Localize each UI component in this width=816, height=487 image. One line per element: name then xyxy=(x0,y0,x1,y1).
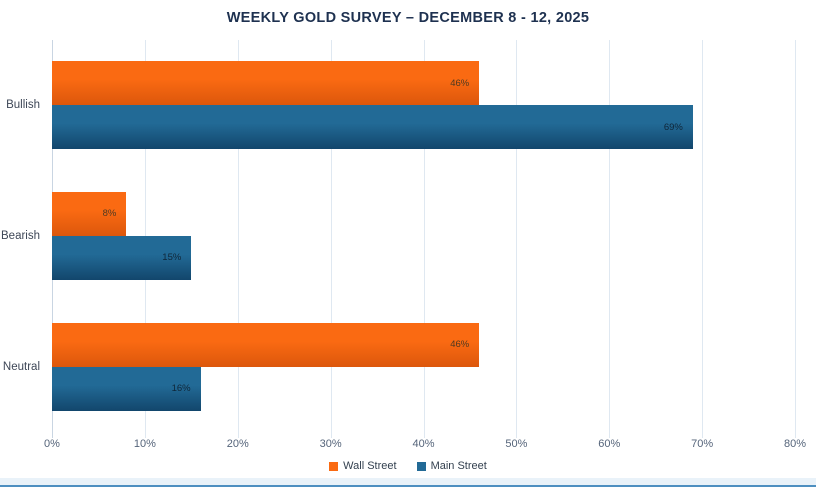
category-row-neutral: 46% 16% xyxy=(52,301,795,432)
category-row-bearish: 8% 15% xyxy=(52,171,795,302)
bar-value-label: 46% xyxy=(450,338,470,350)
gridline-20% xyxy=(237,40,239,438)
bar-main-street-neutral: 16% xyxy=(52,366,201,411)
bar-wall-street-neutral: 46% xyxy=(52,322,480,367)
gridline-70% xyxy=(702,40,704,438)
bar-wall-street-bearish: 8% xyxy=(52,192,127,236)
x-tick-label-30%: 30% xyxy=(319,438,342,450)
x-tick-label-80%: 80% xyxy=(783,438,807,450)
bar-value-label: 69% xyxy=(663,121,683,133)
category-label-bearish: Bearish xyxy=(1,230,40,242)
x-tick-label-20%: 20% xyxy=(226,438,249,450)
bar-value-label: 8% xyxy=(102,208,117,220)
bottom-strip xyxy=(0,478,816,487)
x-tick-label-60%: 60% xyxy=(598,438,621,450)
chart-title: WEEKLY GOLD SURVEY – DECEMBER 8 - 12, 20… xyxy=(226,10,590,26)
bar-value-label: 15% xyxy=(162,252,182,264)
y-axis-category-labels: Bullish Bearish Neutral xyxy=(0,40,46,432)
category-row-bullish: 46% 69% xyxy=(52,40,795,171)
legend-swatch-main-street xyxy=(416,461,426,471)
gridline-50% xyxy=(516,40,518,438)
gridline-30% xyxy=(330,40,332,438)
x-tick-label-10%: 10% xyxy=(133,438,156,450)
legend-swatch-wall-street xyxy=(329,461,339,471)
x-tick-label-0%: 0% xyxy=(44,438,60,450)
x-tick-label-40%: 40% xyxy=(412,438,435,450)
legend-label-main-street: Main Street xyxy=(430,460,487,472)
x-axis: 0% 10% 20% 30% 40% 50% 60% 70% 80% xyxy=(44,438,806,452)
gridline-60% xyxy=(609,40,611,438)
bar-main-street-bullish: 69% xyxy=(52,105,693,150)
plot-area: 46% 69% 8% 15% 46% 16% xyxy=(52,40,796,438)
legend-item-main-street: Main Street xyxy=(416,460,487,472)
legend: Wall Street Main Street xyxy=(0,458,816,474)
bar-value-label: 46% xyxy=(450,77,470,89)
bar-value-label: 16% xyxy=(171,382,191,394)
legend-item-wall-street: Wall Street xyxy=(329,460,397,472)
category-label-bullish: Bullish xyxy=(6,99,40,112)
bar-main-street-bearish: 15% xyxy=(52,236,192,280)
bar-rows: 46% 69% 8% 15% 46% 16% xyxy=(52,40,795,432)
legend-label-wall-street: Wall Street xyxy=(343,460,397,472)
x-tick-label-70%: 70% xyxy=(691,438,714,450)
gridline-80% xyxy=(795,40,796,438)
x-tick-label-50%: 50% xyxy=(505,438,528,450)
gridline-40% xyxy=(423,40,425,438)
category-label-neutral: Neutral xyxy=(2,360,40,373)
bar-wall-street-bullish: 46% xyxy=(52,61,480,106)
